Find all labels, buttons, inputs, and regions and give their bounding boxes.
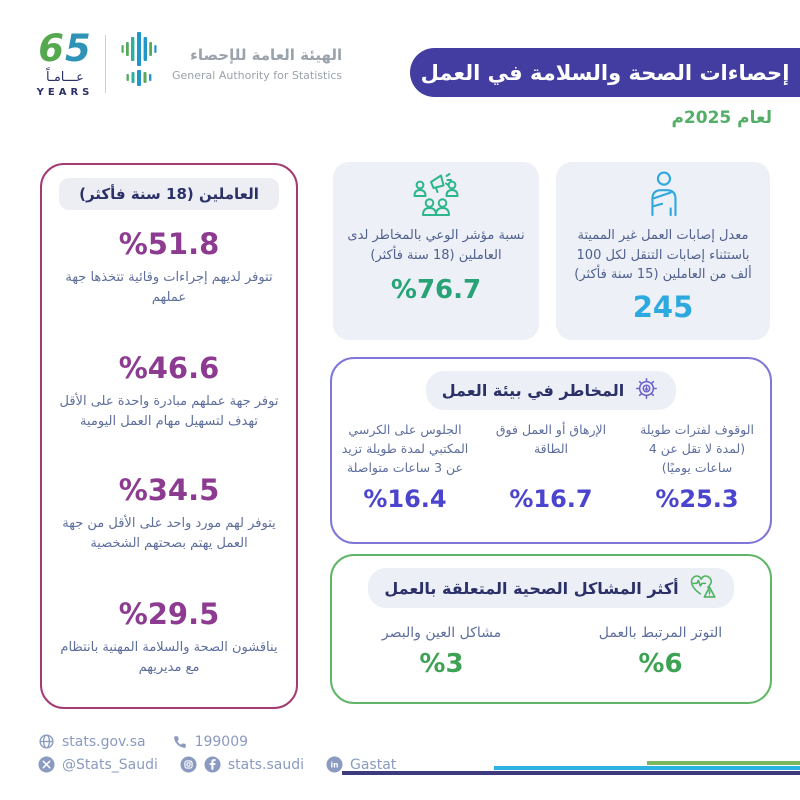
linkedin-label: Gastat [349, 756, 397, 773]
risk-item: الجلوس على الكرسي المكتبي لمدة طويلة تزي… [332, 421, 478, 513]
gastat-logo-icon [117, 30, 161, 98]
injury-label: معدل إصابات العمل غير المميتة باستثناء إ… [574, 228, 752, 282]
twitter-link[interactable]: @Stats_Saudi [38, 756, 158, 773]
risk-label: الوقوف لفترات طويلة (لمدة لا تقل عن 4 سا… [640, 422, 754, 475]
injury-card: معدل إصابات العمل غير المميتة باستثناء إ… [556, 162, 770, 340]
risk-label: الجلوس على الكرسي المكتبي لمدة طويلة تزي… [341, 422, 469, 475]
page-title: إحصاءات الصحة والسلامة في العمل [410, 48, 800, 97]
risks-section: المخاطر في بيئة العمل الوقوف لفترات طويل… [330, 357, 772, 544]
stat-label: يتوفر لهم مورد واحد على الأقل من جهة الع… [62, 516, 276, 552]
stat-label: توفر جهة عملهم مبادرة واحدة على الأقل ته… [59, 394, 279, 430]
stat-value: %51.8 [118, 227, 220, 261]
years-english-label: YEARS [36, 87, 94, 98]
heart-warning-icon [688, 572, 718, 604]
year-label: لعام 2025م [671, 108, 772, 128]
injured-person-icon [640, 171, 686, 222]
linkedin-link[interactable]: in Gastat [326, 756, 396, 773]
stat-label: يناقشون الصحة والسلامة المهنية بانتظام م… [60, 640, 278, 676]
decor-stripe-cyan [494, 766, 800, 770]
health-title-pill: أكثر المشاكل الصحية المتعلقة بالعمل [368, 568, 734, 608]
risk-item: الوقوف لفترات طويلة (لمدة لا تقل عن 4 سا… [624, 421, 770, 513]
decor-stripe-green [647, 761, 800, 765]
gear-warning-icon [633, 375, 660, 406]
stat-value: %34.5 [118, 473, 220, 507]
awareness-label: نسبة مؤشر الوعي بالمخاطر لدى العاملين (1… [347, 228, 525, 263]
workers-card-title: العاملين (18 سنة فأكثر) [59, 178, 279, 210]
risk-value: %25.3 [655, 485, 739, 513]
svg-text:in: in [331, 760, 339, 769]
risk-item: الإرهاق أو العمل فوق الطاقة %16.7 [478, 421, 624, 513]
health-label: التوتر المرتبط بالعمل [598, 625, 723, 641]
risks-title-pill: المخاطر في بيئة العمل [425, 371, 677, 410]
decor-stripe-purple [342, 771, 800, 775]
footer-contact-row: stats.gov.sa 199009 [38, 733, 248, 750]
awareness-value: %76.7 [390, 275, 482, 305]
risks-columns: الوقوف لفترات طويلة (لمدة لا تقل عن 4 سا… [332, 421, 770, 513]
health-item: التوتر المرتبط بالعمل %6 [551, 619, 770, 679]
risks-title: المخاطر في بيئة العمل [441, 381, 625, 400]
health-columns: التوتر المرتبط بالعمل %6 مشاكل العين وال… [332, 619, 770, 679]
risk-value: %16.7 [509, 485, 593, 513]
logo-divider [105, 35, 106, 93]
facebook-icon [204, 756, 221, 773]
workers-stat: %46.6 توفر جهة عملهم مبادرة واحدة على ال… [42, 351, 296, 432]
years-number: 65 [38, 27, 92, 70]
years-arabic-label: عـــامـاً [46, 70, 84, 85]
workers-stat: %34.5 يتوفر لهم مورد واحد على الأقل من ج… [42, 473, 296, 554]
health-problems-section: أكثر المشاكل الصحية المتعلقة بالعمل التو… [330, 554, 772, 704]
health-value: %6 [638, 649, 683, 679]
sixty-five-years-logo: 65 عـــامـاً YEARS [36, 30, 94, 98]
website-label: stats.gov.sa [62, 733, 146, 750]
risk-label: الإرهاق أو العمل فوق الطاقة [495, 422, 607, 456]
header-logo: 65 عـــامـاً YEARS الهيئة العامة لل [36, 30, 343, 98]
phone-icon [172, 734, 188, 750]
health-title: أكثر المشاكل الصحية المتعلقة بالعمل [384, 578, 679, 598]
stat-label: تتوفر لديهم إجراءات وقائية تتخذها جهة عم… [65, 270, 273, 306]
globe-icon [38, 733, 55, 750]
workers-card: العاملين (18 سنة فأكثر) %51.8 تتوفر لديه… [40, 163, 298, 709]
social-label: stats.saudi [227, 756, 304, 773]
authority-names: الهيئة العامة للإحصاء General Authority … [172, 46, 342, 83]
linkedin-icon: in [326, 756, 343, 773]
authority-name-english: General Authority for Statistics [172, 68, 343, 82]
risk-value: %16.4 [363, 485, 447, 513]
phone-label: 199009 [194, 733, 249, 750]
people-megaphone-icon [410, 173, 462, 222]
phone-link[interactable]: 199009 [172, 734, 248, 750]
injury-value: 245 [632, 289, 694, 324]
authority-name-arabic: الهيئة العامة للإحصاء [190, 45, 343, 64]
health-value: %3 [419, 649, 464, 679]
instagram-icon [180, 756, 197, 773]
awareness-card: نسبة مؤشر الوعي بالمخاطر لدى العاملين (1… [333, 162, 539, 340]
workers-stat: %29.5 يناقشون الصحة والسلامة المهنية بان… [42, 597, 296, 678]
health-item: مشاكل العين والبصر %3 [332, 619, 551, 679]
stat-value: %29.5 [118, 597, 220, 631]
twitter-label: @Stats_Saudi [62, 756, 158, 773]
stat-value: %46.6 [118, 351, 220, 385]
health-label: مشاكل العين والبصر [381, 625, 502, 641]
website-link[interactable]: stats.gov.sa [38, 733, 146, 750]
x-icon [38, 756, 55, 773]
workers-stat: %51.8 تتوفر لديهم إجراءات وقائية تتخذها … [42, 227, 296, 308]
footer-social-row: @Stats_Saudi stats.saudi [38, 756, 396, 773]
social-link[interactable]: stats.saudi [180, 756, 304, 773]
